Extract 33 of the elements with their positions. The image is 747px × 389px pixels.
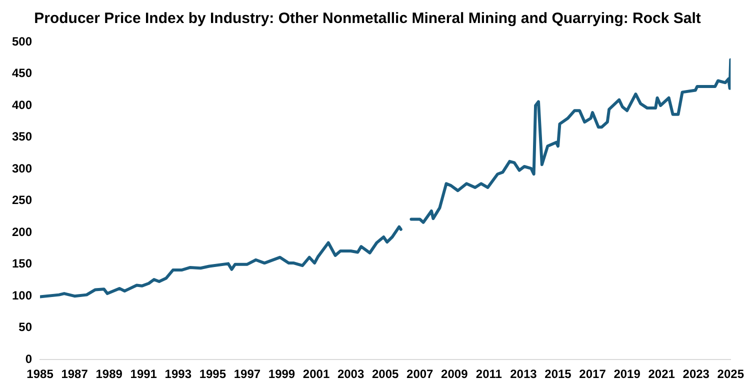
x-tick-label: 1985	[26, 367, 54, 382]
x-tick-label: 2005	[372, 367, 400, 382]
y-tick-label: 100	[12, 288, 32, 302]
x-tick-label: 1999	[268, 367, 296, 382]
x-tick-label: 1993	[164, 367, 192, 382]
x-tick-label: 2013	[510, 367, 538, 382]
x-tick-label: 1995	[199, 367, 226, 382]
x-tick-label: 1997	[234, 367, 261, 382]
x-tick-label: 2023	[682, 367, 710, 382]
x-tick-label: 1987	[61, 367, 88, 382]
x-tick-label: 2017	[579, 367, 606, 382]
x-tick-label: 1989	[96, 367, 123, 382]
x-tick-label: 1991	[130, 367, 158, 382]
x-tick-label: 2025	[717, 367, 744, 382]
y-tick-label: 400	[12, 98, 32, 112]
y-tick-label: 50	[18, 320, 32, 334]
y-tick-label: 350	[12, 130, 32, 144]
x-tick-label: 2019	[614, 367, 641, 382]
x-tick-label: 2011	[476, 367, 502, 382]
y-tick-label: 200	[12, 224, 32, 239]
y-tick-label: 150	[12, 256, 32, 271]
x-tick-label: 2007	[406, 367, 434, 382]
y-tick-label: 450	[12, 66, 32, 80]
y-tick-label: 250	[12, 193, 32, 208]
x-tick-label: 2001	[302, 367, 330, 382]
y-tick-label: 300	[12, 161, 32, 176]
x-tick-label: 2015	[544, 367, 572, 382]
chart-title: Producer Price Index by Industry: Other Nonmetallic Mineral Mining and Quarrying: Rock Salt	[34, 10, 701, 28]
y-tick-label: 0	[25, 352, 32, 366]
x-tick-label: 2021	[648, 367, 676, 382]
x-tick-label: 2009	[441, 367, 468, 382]
y-tick-label: 500	[12, 34, 32, 48]
x-tick-label: 2003	[337, 367, 364, 382]
